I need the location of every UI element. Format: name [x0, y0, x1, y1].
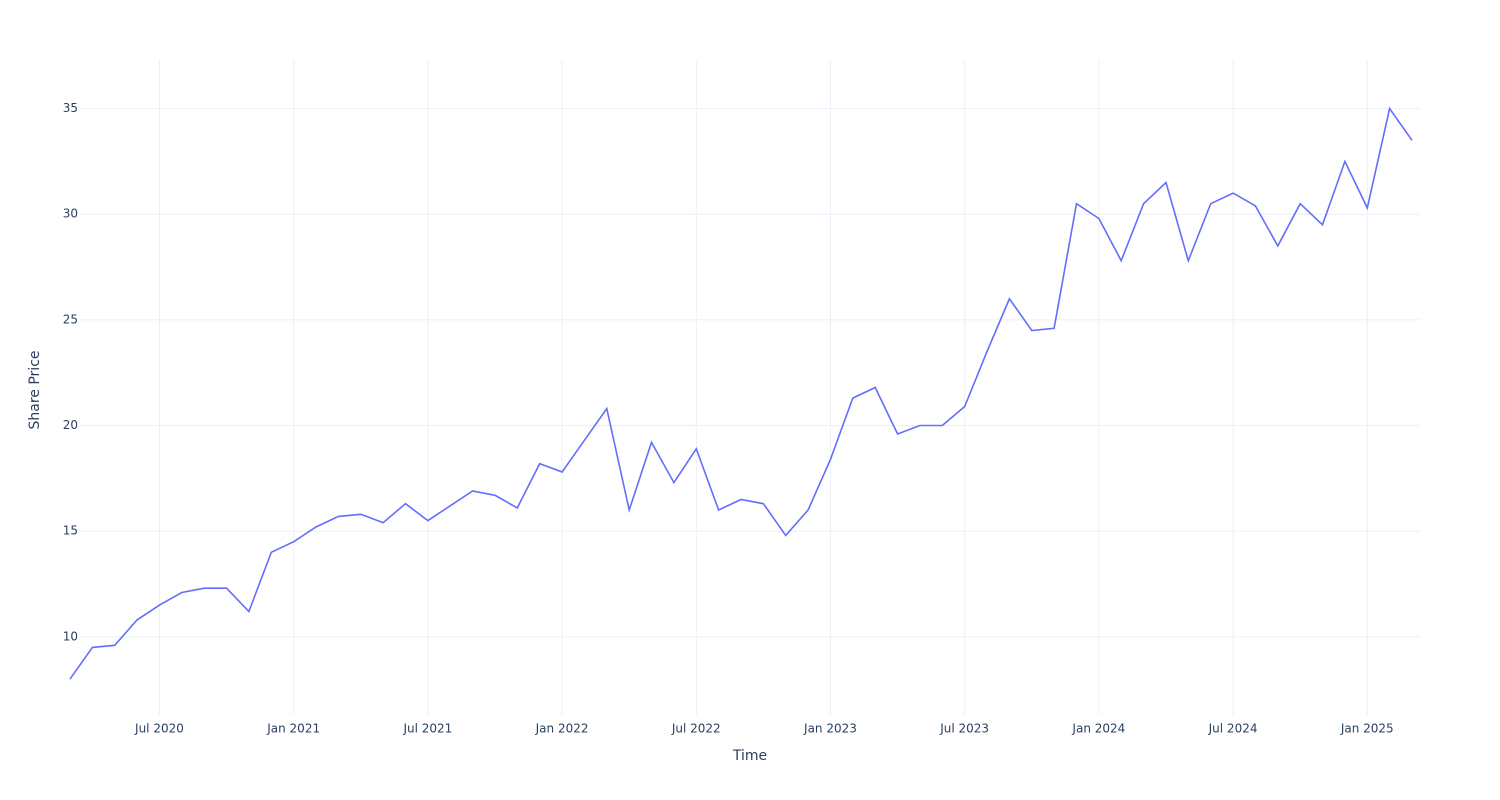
x-tick-label: Jul 2022	[671, 722, 721, 736]
y-tick-label: 35	[63, 101, 78, 115]
x-tick-label: Jan 2023	[803, 722, 857, 736]
x-tick-label: Jan 2025	[1340, 722, 1394, 736]
y-tick-label: 30	[63, 207, 78, 221]
y-axis-title: Share Price	[27, 350, 43, 429]
x-tick-label: Jan 2024	[1071, 722, 1125, 736]
y-tick-label: 10	[63, 629, 78, 643]
y-tick-label: 25	[63, 312, 78, 326]
price-line	[69, 106, 1413, 680]
x-tick-label: Jul 2020	[134, 722, 184, 736]
x-axis-title: Time	[732, 748, 767, 764]
x-tick-label: Jul 2021	[402, 722, 452, 736]
x-tick-label: Jul 2023	[939, 722, 989, 736]
y-tick-label: 20	[63, 418, 78, 432]
x-tick-label: Jan 2021	[266, 722, 320, 736]
x-tick-label: Jul 2024	[1208, 722, 1258, 736]
y-tick-label: 15	[63, 524, 78, 538]
x-tick-label: Jan 2022	[535, 722, 589, 736]
